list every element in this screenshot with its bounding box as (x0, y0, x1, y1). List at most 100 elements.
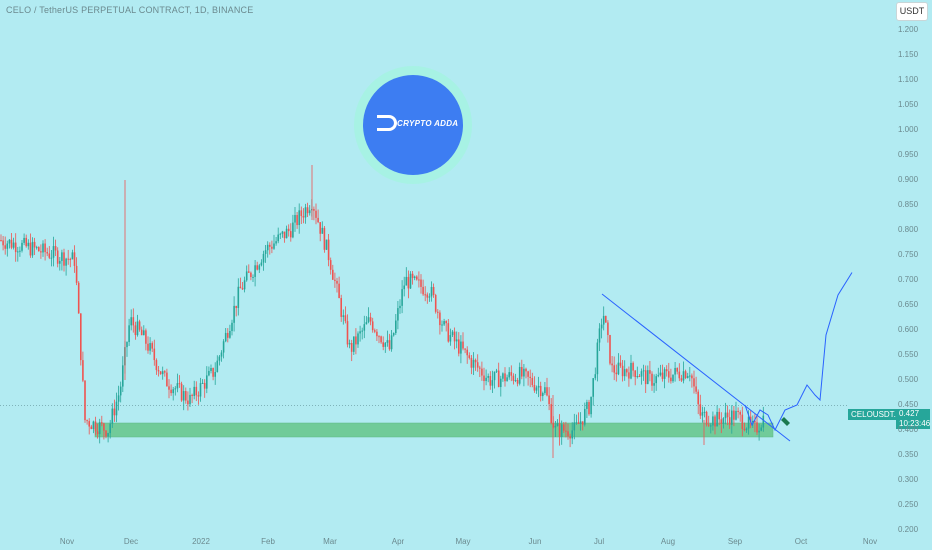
candle-body (350, 343, 353, 352)
candle-body (151, 343, 153, 349)
candle-body (107, 433, 109, 437)
descending-trendline (601, 293, 791, 442)
candle-body (42, 243, 44, 253)
price-tick-label: 0.900 (898, 175, 919, 184)
candle-body (737, 410, 739, 413)
price-tick-label: 0.250 (898, 500, 919, 509)
candle-body (527, 371, 529, 377)
candle-body (245, 271, 248, 281)
price-tick-label: 0.850 (898, 200, 919, 209)
candle-body (220, 352, 223, 357)
candle-body (640, 371, 643, 377)
candle-body (371, 321, 374, 331)
candle-body (605, 315, 607, 323)
candle-body (649, 370, 651, 374)
price-tick-label: 0.800 (898, 225, 919, 234)
candle-body (355, 336, 357, 345)
candle-body (472, 359, 475, 368)
candle-body (422, 286, 424, 295)
candle-body (464, 348, 466, 350)
candle-body (170, 389, 172, 394)
candle-body (321, 227, 324, 234)
candle-body (248, 271, 250, 273)
candle-body (680, 378, 683, 381)
candle-body (707, 424, 710, 426)
candle-body (745, 428, 748, 431)
candle-body (359, 331, 361, 334)
candle-body (357, 333, 359, 345)
price-tick-label: 0.750 (898, 250, 919, 259)
candle-body (626, 369, 628, 373)
candle-body (495, 370, 498, 372)
candle-body (67, 258, 69, 260)
candle-body (157, 370, 160, 372)
currency-button[interactable]: USDT (896, 2, 928, 21)
candle-body (178, 383, 181, 385)
candle-body (439, 312, 441, 326)
candle-body (63, 252, 65, 266)
candle-body (449, 335, 452, 342)
price-tick-label: 1.050 (898, 100, 919, 109)
candle-body (147, 343, 149, 351)
candle-body (384, 342, 387, 347)
candle-body (2, 240, 4, 246)
price-tick-label: 0.400 (898, 425, 919, 434)
candle-body (544, 387, 546, 394)
candle-body (369, 317, 372, 322)
candle-body (122, 365, 124, 387)
candle-body (128, 325, 130, 343)
candle-body (487, 376, 489, 378)
logo-circle: CRYPTO ADDA (363, 75, 463, 175)
candle-body (659, 372, 662, 376)
candle-body (489, 376, 492, 386)
candle-body (476, 362, 479, 368)
candle-body (691, 375, 693, 379)
candle-body (159, 371, 162, 375)
candle-body (29, 242, 32, 256)
symbol-price-label: CELOUSDT.P (848, 409, 905, 420)
candle-body (222, 341, 225, 353)
candle-body (172, 389, 174, 394)
price-tick-label: 1.000 (898, 125, 919, 134)
candle-body (508, 372, 510, 378)
candle-body (252, 276, 254, 278)
candle-body (329, 260, 332, 270)
time-tick-label: Jul (593, 537, 605, 546)
candle-body (418, 279, 420, 281)
price-tick-label: 1.150 (898, 50, 919, 59)
candle-body (250, 272, 252, 278)
candle-body (752, 420, 754, 423)
price-tick-label: 0.500 (898, 375, 919, 384)
candle-body (712, 416, 714, 426)
candle-body (512, 375, 515, 381)
candle-body (271, 246, 273, 249)
candle-body (485, 377, 487, 382)
candle-body (424, 294, 426, 296)
candle-body (731, 410, 733, 425)
candle-body (65, 258, 67, 266)
candle-body (453, 331, 456, 342)
candle-body (760, 427, 762, 431)
candle-body (474, 359, 477, 363)
candle-body (466, 349, 468, 356)
candle-body (35, 247, 38, 249)
candle-body (180, 383, 183, 401)
candle-body (187, 400, 189, 405)
candle-body (665, 369, 668, 372)
candle-body (638, 376, 641, 378)
candle-body (176, 383, 179, 389)
candle-body (441, 324, 443, 326)
candle-body (468, 355, 471, 358)
candle-body (8, 239, 11, 244)
candle-body (376, 331, 378, 337)
candle-body (630, 362, 632, 379)
candle-body (470, 357, 473, 368)
candle-body (455, 339, 458, 342)
candle-body (718, 411, 720, 420)
candle-body (126, 342, 128, 348)
candle-body (447, 323, 450, 342)
candle-body (94, 421, 97, 432)
candle-body (716, 411, 718, 427)
candle-body (756, 422, 758, 433)
